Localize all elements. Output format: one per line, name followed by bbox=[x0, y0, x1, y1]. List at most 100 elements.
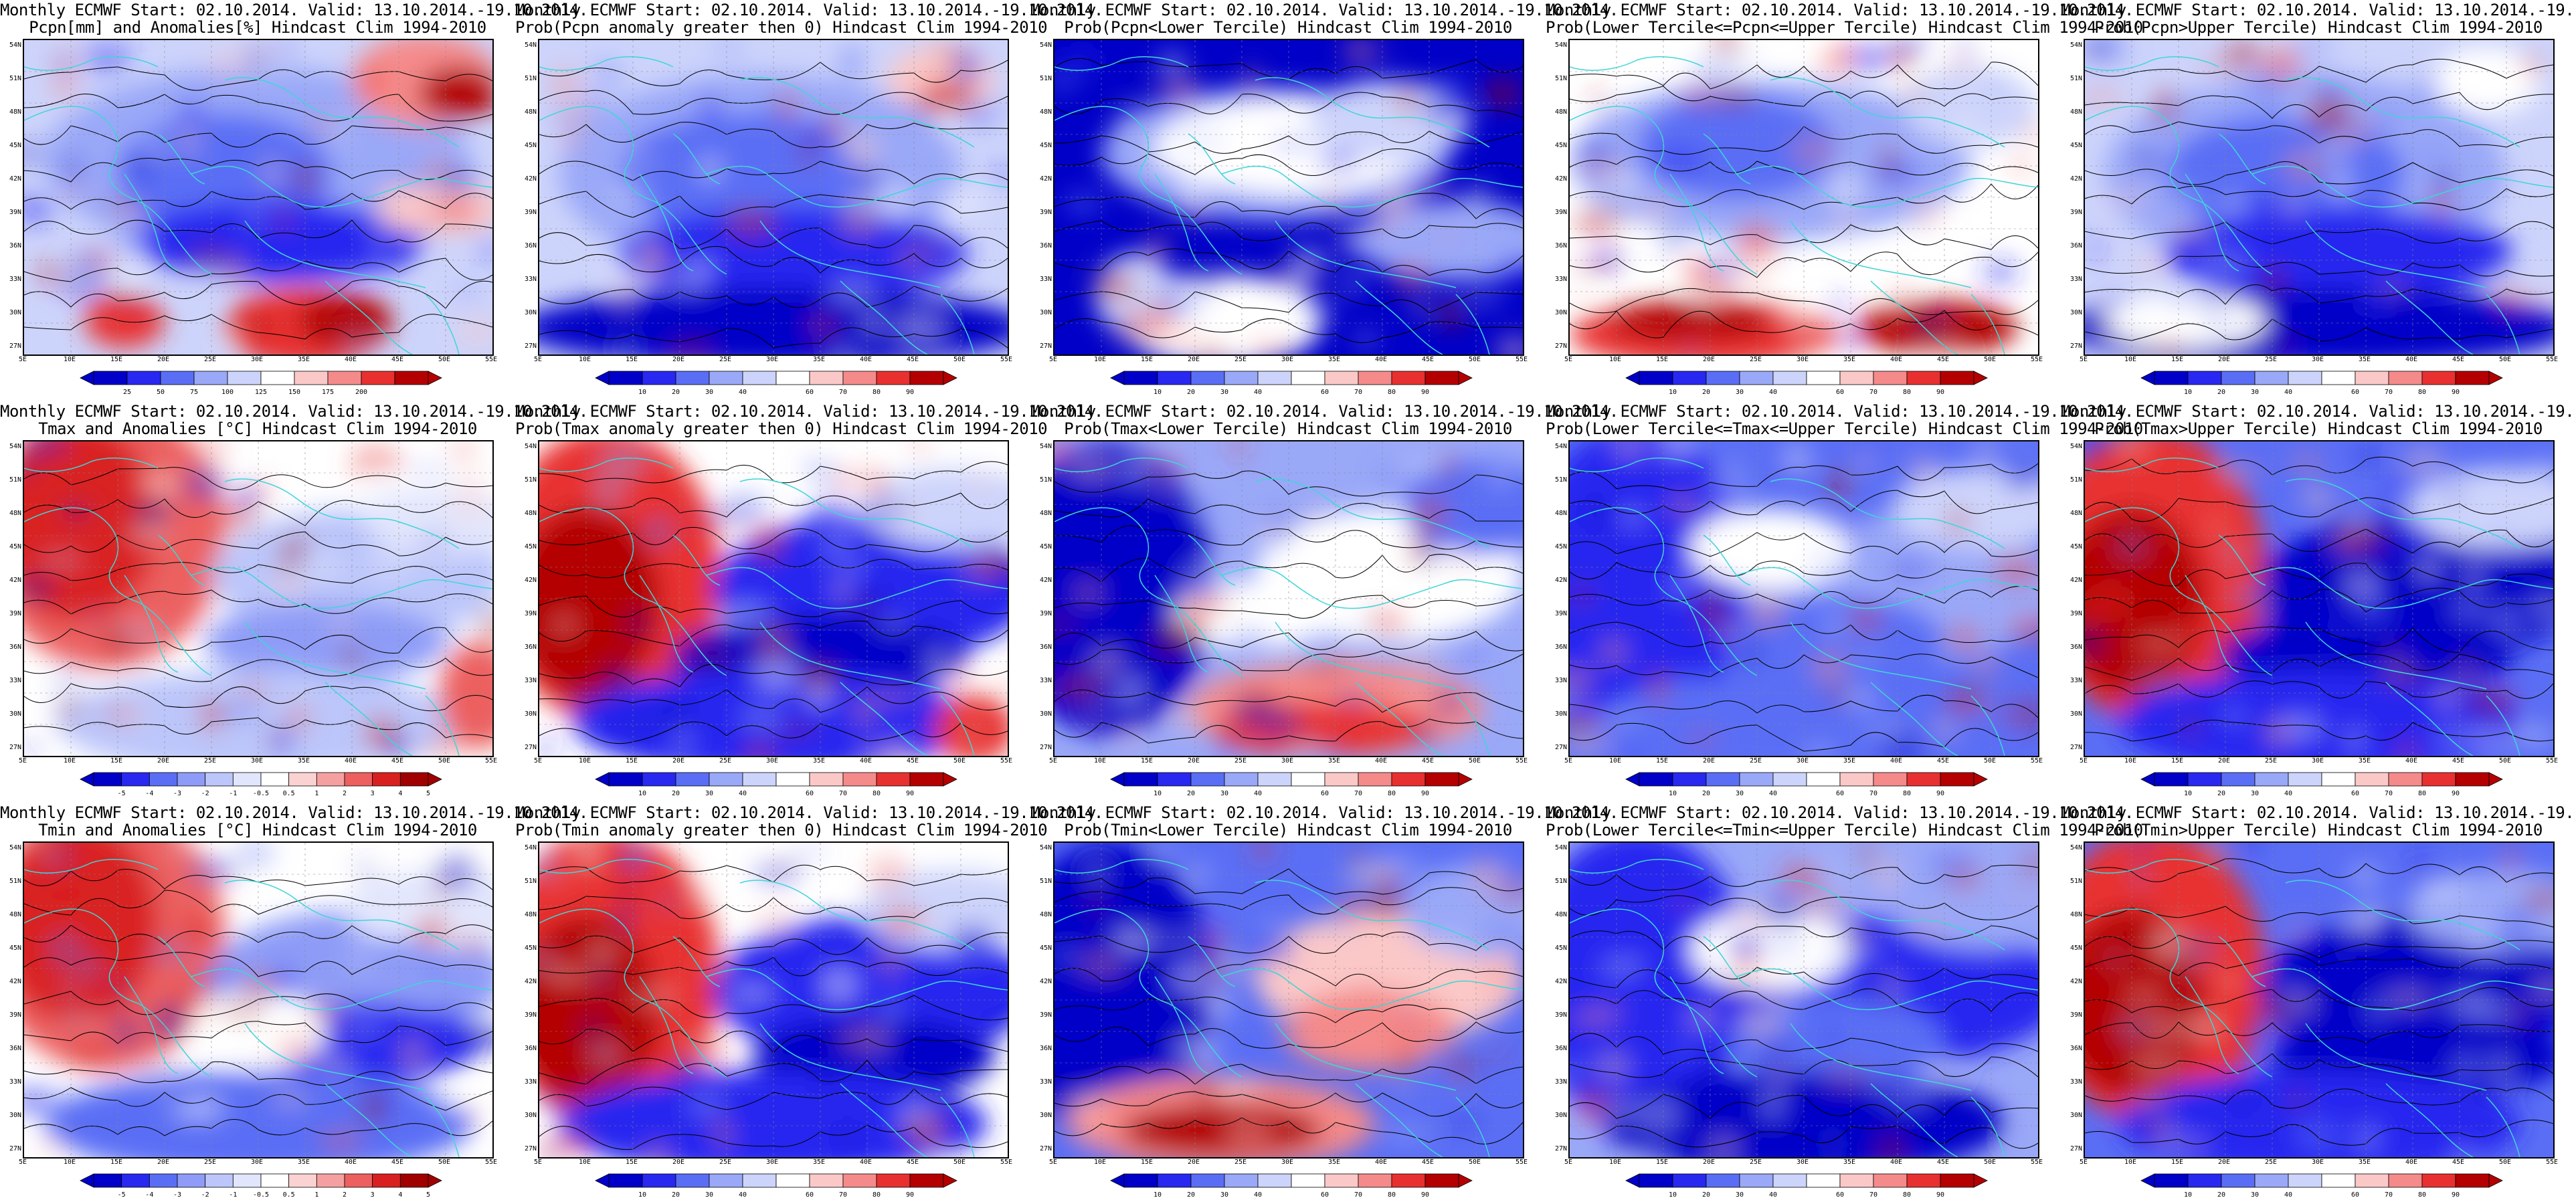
field-speckle bbox=[361, 1094, 385, 1123]
contour-line bbox=[24, 717, 492, 738]
colorbar-segment bbox=[1224, 772, 1259, 787]
lat-tick-label: 42N bbox=[2069, 978, 2082, 985]
field-speckle bbox=[1942, 56, 1980, 72]
field-speckle bbox=[1765, 943, 1801, 955]
panel-title-line2: Tmax and Anomalies [°C] Hindcast Clim 19… bbox=[38, 419, 477, 438]
field-speckle bbox=[1782, 445, 1811, 474]
colorbar-label: -2 bbox=[201, 790, 209, 797]
coastline bbox=[2085, 507, 2273, 676]
colorbar-segment bbox=[361, 371, 395, 385]
field-speckle bbox=[205, 52, 256, 76]
field-speckle bbox=[2318, 927, 2367, 939]
lat-tick-label: 45N bbox=[524, 944, 537, 952]
colorbar-label: -4 bbox=[145, 790, 154, 797]
field-speckle bbox=[1948, 625, 1981, 650]
colorbar-label: 20 bbox=[671, 790, 680, 797]
lon-tick-label: 20E bbox=[157, 1159, 170, 1166]
colorbar-label: 30 bbox=[2250, 389, 2260, 396]
contour-line bbox=[2085, 680, 2553, 699]
lat-tick-label: 39N bbox=[2069, 209, 2082, 216]
lon-tick-label: 30E bbox=[1281, 757, 1294, 765]
field-speckle bbox=[1884, 1076, 1934, 1110]
coastline bbox=[706, 165, 1008, 208]
field-speckle bbox=[223, 330, 242, 350]
lon-tick-label: 50E bbox=[2498, 1159, 2512, 1166]
lat-tick-label: 27N bbox=[1039, 342, 1052, 350]
lon-tick-label: 35E bbox=[297, 1159, 310, 1166]
field-speckle bbox=[1194, 265, 1222, 293]
field-speckle bbox=[41, 882, 88, 903]
field-region bbox=[84, 294, 165, 348]
colorbar-label: 40 bbox=[2284, 790, 2293, 797]
field-speckle bbox=[1945, 907, 1995, 941]
field-speckle bbox=[832, 348, 854, 355]
colorbar-label: 150 bbox=[288, 389, 301, 396]
field-speckle bbox=[368, 447, 403, 475]
field-speckle bbox=[2388, 471, 2414, 505]
coastline bbox=[1154, 575, 1209, 673]
field-speckle bbox=[617, 277, 630, 312]
field-speckle bbox=[2417, 555, 2439, 582]
lon-tick-label: 10E bbox=[578, 356, 591, 363]
field-speckle bbox=[436, 212, 450, 225]
field-speckle bbox=[181, 124, 198, 158]
lon-tick-label: 55E bbox=[1000, 356, 1013, 363]
lat-tick-label: 54N bbox=[2069, 41, 2082, 49]
colorbar-label: 60 bbox=[805, 389, 814, 396]
lon-tick-label: 40E bbox=[1890, 1159, 1903, 1166]
coastline bbox=[840, 280, 928, 355]
coastline bbox=[1275, 220, 1457, 288]
field-speckle bbox=[1400, 458, 1447, 472]
field-speckle bbox=[1294, 301, 1342, 312]
colorbar-label: 70 bbox=[1354, 389, 1363, 396]
coastline bbox=[1770, 77, 2005, 148]
contour-line bbox=[1570, 561, 2038, 581]
field-speckle bbox=[136, 501, 171, 524]
coastline bbox=[706, 567, 1008, 609]
lat-tick-label: 36N bbox=[9, 643, 21, 651]
lat-tick-label: 27N bbox=[9, 342, 21, 350]
lon-tick-label: 40E bbox=[344, 356, 357, 363]
field-speckle bbox=[2025, 1018, 2038, 1031]
coastline bbox=[1054, 859, 1189, 874]
field-speckle bbox=[2458, 662, 2475, 685]
colorbar-arrow-left bbox=[80, 371, 94, 385]
field-speckle bbox=[1600, 1051, 1633, 1060]
colorbar-label: 80 bbox=[1902, 389, 1912, 396]
field-speckle bbox=[2522, 54, 2543, 76]
colorbar-segment bbox=[2321, 371, 2356, 385]
contour-line bbox=[1570, 722, 2038, 752]
coastline bbox=[672, 133, 721, 185]
field-speckle bbox=[1481, 78, 1523, 110]
lon-tick-label: 5E bbox=[2079, 1159, 2088, 1166]
colorbar-segment bbox=[1806, 1173, 1841, 1188]
panel-title-line2: Prob(Tmin<Lower Tercile) Hindcast Clim 1… bbox=[1064, 821, 1512, 839]
field-speckle bbox=[1712, 53, 1762, 70]
lat-tick-label: 36N bbox=[524, 643, 537, 651]
lat-tick-label: 27N bbox=[9, 744, 21, 751]
field-speckle bbox=[276, 209, 293, 228]
coastline bbox=[2085, 56, 2219, 71]
lat-tick-label: 36N bbox=[524, 242, 537, 249]
lat-tick-label: 36N bbox=[1554, 643, 1567, 651]
lat-tick-label: 30N bbox=[1039, 1112, 1052, 1119]
coastline bbox=[739, 478, 975, 549]
colorbar-segment bbox=[2355, 371, 2389, 385]
lat-tick-label: 54N bbox=[1039, 443, 1052, 450]
lat-tick-label: 45N bbox=[9, 944, 21, 952]
field-speckle bbox=[114, 1016, 137, 1047]
field-speckle bbox=[1675, 1040, 1695, 1057]
field-speckle bbox=[330, 111, 348, 146]
field-speckle bbox=[150, 944, 191, 961]
panel-title-line2: Prob(Lower Tercile<=Pcpn<=Upper Tercile)… bbox=[1546, 18, 2143, 37]
coastline bbox=[1221, 968, 1523, 1011]
coastline bbox=[1870, 280, 1958, 355]
field-speckle bbox=[1201, 720, 1235, 732]
contour-line bbox=[24, 924, 492, 945]
field-speckle bbox=[1153, 462, 1184, 484]
coastline bbox=[1669, 173, 1724, 272]
field-speckle bbox=[864, 468, 887, 498]
field-speckle bbox=[1693, 1058, 1730, 1089]
field-speckle bbox=[1835, 523, 1863, 538]
lon-tick-label: 5E bbox=[533, 356, 543, 363]
